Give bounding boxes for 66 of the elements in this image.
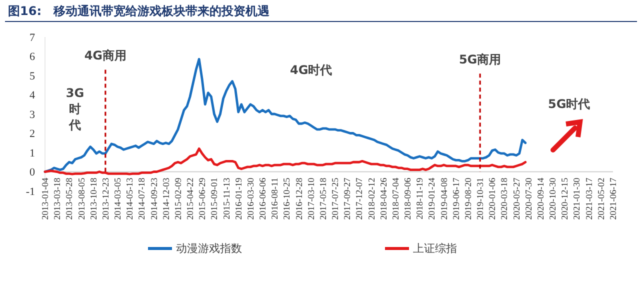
x-tick-label: 2019-10-31 — [475, 178, 486, 220]
y-tick-label: -1 — [26, 186, 35, 198]
x-tick-label: 2019-06-17 — [450, 177, 461, 220]
x-tick-label: 2021-03-17 — [584, 177, 594, 220]
x-tick-label: 2020-10-30 — [548, 177, 558, 220]
chart-title: 图16: 移动通讯带宽给游戏板块带来的投资机遇 — [8, 4, 270, 18]
x-tick-label: 2017-09-27 — [342, 177, 352, 220]
x-tick-label: 2014-03-05 — [112, 177, 123, 220]
x-tick-label: 2021-06-17 — [608, 177, 618, 220]
x-tick-label: 2013-01-04 — [40, 177, 50, 220]
x-tick-label: 2015-11-13 — [221, 177, 232, 220]
y-tick-label: 7 — [30, 32, 36, 44]
y-tick-label: 1 — [30, 147, 35, 160]
x-tick-label: 2013-12-23 — [100, 177, 110, 220]
x-tick-label: 2018-11-19 — [414, 177, 425, 220]
legend-label: 动漫游戏指数 — [176, 242, 242, 255]
x-tick-label: 2017-07-25 — [330, 177, 340, 220]
x-tick-label: 2017-03-10 — [306, 177, 316, 220]
x-tick-label: 2018-07-04 — [390, 177, 400, 220]
x-tick-label: 2020-09-14 — [535, 177, 546, 220]
x-tick-label: 2020-01-06 — [487, 177, 498, 220]
x-tick-label: 2016-03-30 — [245, 177, 256, 220]
x-tick-label: 2013-05-28 — [64, 177, 74, 220]
y-tick-label: 3 — [30, 108, 36, 121]
y-tick-label: 4 — [30, 90, 36, 102]
x-tick-label: 2013-08-05 — [76, 177, 86, 220]
x-tick-label: 2018-09-06 — [402, 177, 413, 220]
ref-line-label: 5G商用 — [458, 52, 502, 67]
annotation: 3G时代 — [66, 86, 84, 132]
x-tick-label: 2018-02-12 — [366, 178, 376, 220]
x-tick-label: 2014-05-13 — [124, 177, 135, 220]
x-tick-label: 2020-07-30 — [523, 177, 534, 220]
x-tick-label: 2014-07-18 — [136, 177, 147, 220]
annotation: 5G时代 — [548, 97, 590, 111]
ref-line-label: 4G商用 — [84, 48, 127, 63]
x-tick-label: 2016-01-19 — [233, 177, 244, 220]
x-tick-label: 2019-08-20 — [462, 177, 473, 220]
x-tick-label: 2014-09-23 — [148, 177, 159, 220]
x-tick-label: 2017-05-18 — [318, 177, 328, 220]
x-tick-label: 2013-10-18 — [88, 177, 98, 220]
annotation: 4G时代 — [290, 63, 332, 77]
x-tick-label: 2013-03-18 — [52, 177, 62, 220]
line-series — [44, 147, 527, 176]
x-tick-label: 2016-10-25 — [282, 177, 292, 220]
x-tick-label: 2016-06-06 — [258, 177, 268, 220]
y-tick-label: 6 — [30, 51, 36, 64]
x-tick-label: 2019-04-08 — [438, 177, 449, 220]
legend-label: 上证综指 — [413, 242, 457, 255]
x-tick-label: 2019-01-24 — [426, 177, 437, 220]
x-tick-label: 2020-03-18 — [499, 177, 510, 220]
x-tick-label: 2018-04-26 — [378, 177, 388, 220]
x-tick-label: 2015-06-29 — [197, 177, 208, 220]
x-tick-label: 2021-05-02 — [596, 178, 606, 220]
x-tick-label: 2015-02-09 — [172, 177, 183, 220]
x-tick-label: 2015-09-01 — [209, 178, 220, 220]
y-tick-label: 0 — [30, 166, 36, 179]
x-tick-label: 2020-12-15 — [560, 177, 570, 220]
x-tick-label: 2020-05-27 — [511, 177, 522, 220]
x-tick-label: 2016-12-28 — [294, 177, 304, 220]
x-tick-label: 2014-12-03 — [160, 177, 171, 220]
y-tick-label: 5 — [30, 70, 36, 82]
x-tick-label: 2017-12-07 — [354, 177, 364, 220]
x-tick-label: 2015-04-22 — [185, 178, 196, 220]
y-tick-label: 2 — [30, 128, 35, 140]
x-tick-label: 2016-08-11 — [270, 178, 280, 220]
x-tick-label: 2021-01-30 — [572, 177, 582, 220]
